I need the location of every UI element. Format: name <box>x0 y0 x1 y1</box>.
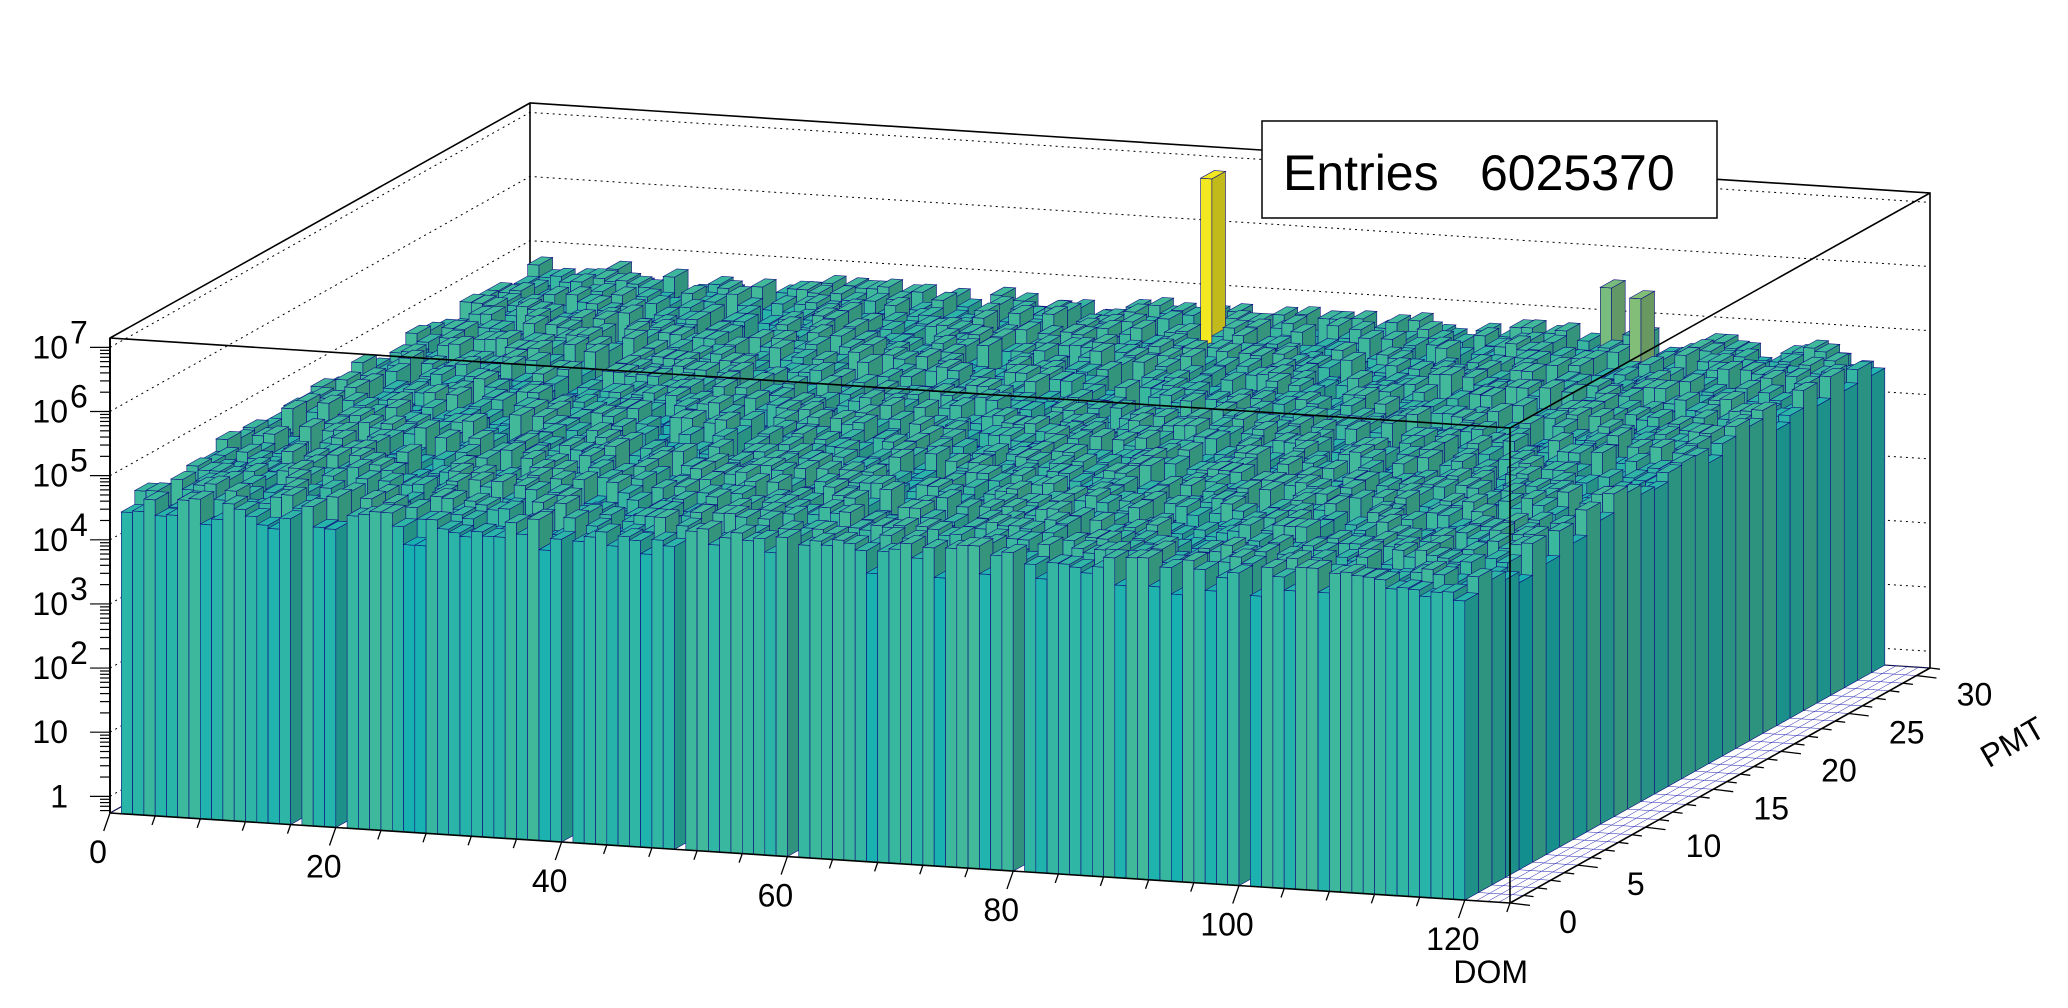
bar-top-face <box>1520 319 1548 329</box>
histogram-bars <box>120 170 1886 901</box>
bar-top-face <box>910 283 938 293</box>
bar-top-face <box>592 269 620 279</box>
bar-side-face <box>1789 407 1804 719</box>
bar-top-face <box>1712 333 1740 343</box>
bar-top-face <box>662 268 690 278</box>
bar-top-face <box>1226 303 1254 313</box>
bar-top-face <box>1813 343 1841 353</box>
bar-top-face <box>1599 279 1627 289</box>
bar-top-face <box>795 281 823 291</box>
bar-top-face <box>614 272 642 282</box>
bar-top-face <box>1384 314 1412 324</box>
bar-top-face <box>820 274 848 284</box>
bar-top-face <box>829 285 857 295</box>
floor-grid-line <box>1476 665 1897 902</box>
bar-top-face <box>1012 292 1040 302</box>
bar-top-face <box>876 278 904 288</box>
bar-top-face <box>1170 302 1198 312</box>
bar-side-face <box>1871 367 1886 674</box>
bar-top-face <box>1147 297 1175 307</box>
grid-line <box>109 175 1931 412</box>
bar-top-face <box>605 260 633 270</box>
bar-side-face <box>1803 382 1818 712</box>
bar-top-face <box>840 292 868 302</box>
bar-top-face <box>1294 306 1322 316</box>
bar-top-face <box>750 278 778 288</box>
bar-top-face <box>549 267 577 277</box>
bar-side-face <box>1843 382 1858 689</box>
bar-top-face <box>863 292 891 302</box>
floor-grid-line <box>1498 667 1919 903</box>
bar-top-face <box>637 279 665 289</box>
bar-top-face <box>989 286 1017 296</box>
bar-top-face <box>1271 306 1299 316</box>
bar-side-face <box>1816 397 1831 704</box>
bar-side-face <box>1830 368 1845 696</box>
grid-line <box>109 240 1931 477</box>
floor-grid-line <box>1487 666 1908 902</box>
bar-side-face <box>1762 402 1777 734</box>
bar-side-face <box>1857 361 1872 681</box>
bar-top-face <box>1802 339 1830 349</box>
bar-top-face <box>1734 341 1762 352</box>
bar-top-face <box>1554 322 1582 332</box>
bar-top-face <box>930 291 958 301</box>
bar-top-face <box>626 275 653 285</box>
bar-top-face <box>955 298 983 308</box>
bar-top-face <box>716 279 744 289</box>
bar-top-face <box>1350 310 1378 320</box>
bar-top-face <box>569 273 597 283</box>
bar-top-face <box>1328 310 1356 320</box>
bar-side-face <box>1776 421 1791 727</box>
bar-side-face <box>1749 418 1764 742</box>
bar-top-face <box>1723 340 1751 350</box>
bar-top-face <box>1407 312 1435 322</box>
bar-top-face <box>526 256 554 266</box>
bar-top-face <box>707 275 735 286</box>
bar-top-face <box>806 284 834 294</box>
